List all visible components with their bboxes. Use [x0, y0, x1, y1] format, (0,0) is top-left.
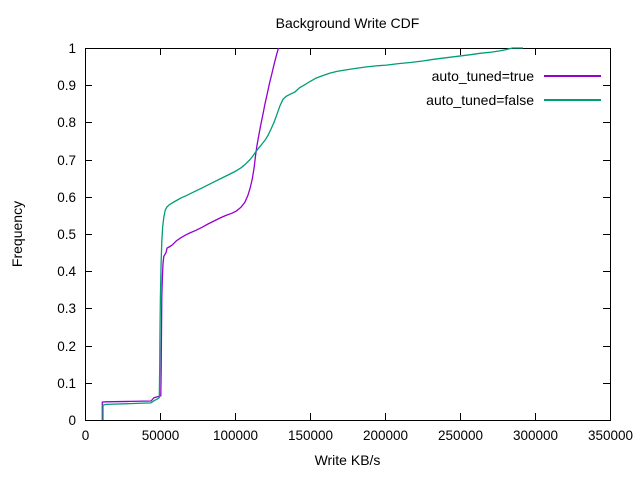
y-tick-label: 0.9	[57, 78, 76, 93]
y-tick-label: 0.5	[57, 227, 76, 242]
y-axis-label: Frequency	[9, 200, 25, 268]
x-tick-label: 250000	[438, 428, 483, 443]
y-tick-label: 0.1	[57, 376, 76, 391]
y-tick-label: 0.4	[57, 264, 76, 279]
y-tick-label: 0.6	[57, 190, 76, 205]
y-tick-label: 0.8	[57, 115, 76, 130]
x-tick-label: 50000	[142, 428, 180, 443]
y-tick-label: 0.2	[57, 339, 76, 354]
x-axis-label: Write KB/s	[314, 452, 381, 468]
legend-item-auto-tuned-false: auto_tuned=false	[426, 88, 601, 112]
x-tick-label: 350000	[588, 428, 633, 443]
legend-line-sample-auto-tuned-true	[544, 75, 601, 77]
legend-label-auto-tuned-true: auto_tuned=true	[431, 68, 534, 84]
legend-item-auto-tuned-true: auto_tuned=true	[426, 64, 601, 88]
legend-label-auto-tuned-false: auto_tuned=false	[426, 92, 534, 108]
x-tick-label: 150000	[288, 428, 333, 443]
x-tick-label: 300000	[513, 428, 558, 443]
legend: auto_tuned=true auto_tuned=false	[426, 64, 601, 112]
y-tick-label: 0	[68, 413, 76, 428]
y-tick-label: 1	[68, 41, 76, 56]
chart-title: Background Write CDF	[275, 15, 420, 31]
legend-line-sample-auto-tuned-false	[544, 99, 601, 101]
series-line-auto-tuned-true	[101, 47, 280, 420]
x-tick-label: 0	[82, 428, 90, 443]
x-tick-label: 200000	[363, 428, 408, 443]
series-line-auto-tuned-false	[102, 47, 523, 420]
y-tick-label: 0.7	[57, 153, 76, 168]
x-tick-label: 100000	[213, 428, 258, 443]
y-tick-label: 0.3	[57, 301, 76, 316]
